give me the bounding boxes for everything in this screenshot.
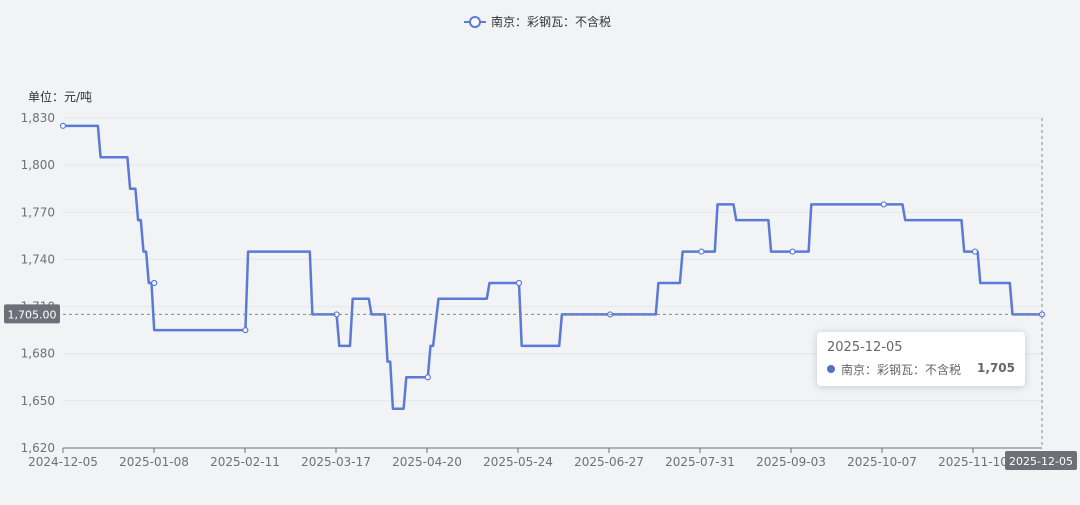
y-tick-label: 1,770 xyxy=(21,205,55,219)
tooltip-series-name: 南京：彩钢瓦：不含税 xyxy=(841,363,962,377)
data-point xyxy=(242,327,249,334)
y-axis-unit-label: 单位：元/吨 xyxy=(28,89,92,104)
data-point xyxy=(515,279,523,287)
series-line-path xyxy=(63,124,1042,410)
crosshair-x-label-box xyxy=(1005,451,1077,470)
data-point xyxy=(880,201,887,208)
tooltip-value: 1,705 xyxy=(977,361,1015,375)
x-tick-label: 2025-01-08 xyxy=(119,455,189,469)
y-tick-label: 1,830 xyxy=(21,111,55,125)
tooltip-series-dot-icon xyxy=(827,365,835,373)
legend[interactable]: 南京：彩钢瓦：不含税 xyxy=(464,14,611,29)
x-tick-label: 2025-09-03 xyxy=(756,455,826,469)
x-tick-label: 2024-12-05 xyxy=(28,455,98,469)
x-tick-label: 2025-03-17 xyxy=(301,455,371,469)
x-tick-label: 2025-07-31 xyxy=(665,455,735,469)
data-point xyxy=(151,279,158,287)
data-point xyxy=(789,248,796,255)
crosshair-y-label: 1,705.00 xyxy=(8,308,57,321)
data-point xyxy=(971,248,979,255)
y-tick-label: 1,740 xyxy=(21,252,55,266)
x-tick-label: 2025-06-27 xyxy=(574,455,644,469)
x-tick-label: 2025-04-20 xyxy=(392,455,462,469)
x-tick-label: 2025-02-11 xyxy=(210,455,280,469)
x-axis: 2024-12-05 2025-01-08 2025-02-11 2025-03-17… xyxy=(28,447,1042,469)
x-tick-label: 2025-05-24 xyxy=(483,455,553,469)
y-tick-label: 1,650 xyxy=(21,394,55,408)
x-tick-label: 2025-11-10 xyxy=(938,455,1008,469)
legend-circle-icon xyxy=(469,16,481,28)
grid-lines xyxy=(63,117,1042,402)
data-point xyxy=(59,122,67,129)
crosshair-y-label-box xyxy=(4,304,60,324)
series-line[interactable] xyxy=(63,124,1042,410)
data-point xyxy=(424,374,431,381)
data-point xyxy=(698,248,705,255)
y-tick-label: 1,680 xyxy=(21,347,55,361)
tooltip: 2025-12-05 南京：彩钢瓦：不含税 1,705 xyxy=(817,332,1025,386)
crosshair-x-label: 2025-12-05 xyxy=(1009,455,1073,468)
crosshair: 1,705.00 2025-12-05 xyxy=(4,118,1077,470)
tooltip-date: 2025-12-05 xyxy=(827,340,903,355)
legend-label: 南京：彩钢瓦：不含税 xyxy=(491,14,611,29)
x-tick-label: 2025-10-07 xyxy=(847,455,917,469)
y-tick-label: 1,620 xyxy=(21,441,55,455)
y-tick-label: 1,800 xyxy=(21,158,55,172)
